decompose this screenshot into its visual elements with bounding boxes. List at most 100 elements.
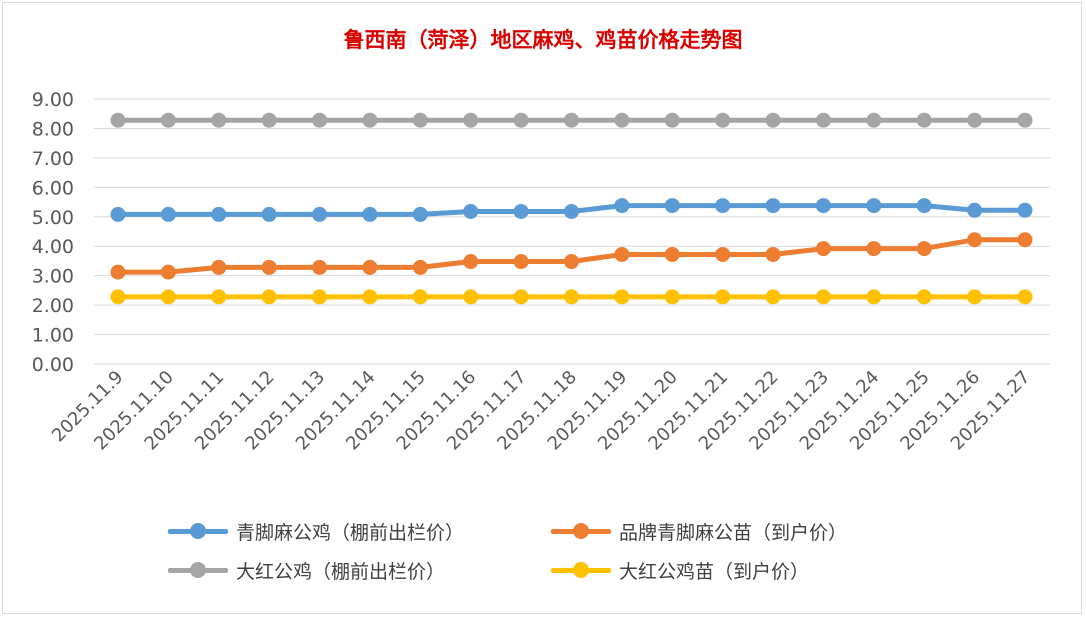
- data-point-series-2: [513, 254, 529, 270]
- data-point-series-3: [967, 112, 983, 128]
- data-point-series-4: [362, 289, 378, 305]
- data-point-series-4: [261, 289, 277, 305]
- legend-marker-series-1: [168, 518, 228, 544]
- data-point-series-4: [715, 289, 731, 305]
- data-point-series-2: [261, 259, 277, 275]
- data-point-series-3: [614, 112, 630, 128]
- legend-label-series-1: 青脚麻公鸡（棚前出栏价）: [236, 521, 465, 544]
- data-point-series-1: [261, 206, 277, 222]
- data-point-series-2: [463, 254, 479, 270]
- data-point-series-2: [110, 264, 126, 280]
- data-point-series-1: [715, 198, 731, 214]
- data-point-series-1: [160, 206, 176, 222]
- data-point-series-1: [664, 198, 680, 214]
- y-tick-label: 4.00: [32, 236, 74, 258]
- data-point-series-1: [463, 203, 479, 219]
- data-point-series-3: [866, 112, 882, 128]
- y-tick-label: 8.00: [32, 118, 74, 140]
- legend-item-series-1[interactable]: 青脚麻公鸡（棚前出栏价）: [168, 518, 464, 544]
- data-point-series-2: [412, 259, 428, 275]
- data-point-series-3: [412, 112, 428, 128]
- y-tick-label: 7.00: [32, 148, 74, 170]
- y-tick-label: 0.00: [32, 354, 74, 376]
- data-point-series-3: [664, 112, 680, 128]
- data-point-series-2: [564, 254, 579, 270]
- data-point-series-4: [211, 289, 227, 305]
- y-tick-label: 2.00: [32, 295, 74, 317]
- data-point-series-3: [916, 112, 932, 128]
- legend-label-series-2: 品牌青脚麻公苗（到户价）: [619, 521, 848, 544]
- data-point-series-1: [916, 198, 932, 214]
- data-point-series-2: [664, 246, 680, 262]
- data-point-series-1: [564, 203, 579, 219]
- data-point-series-4: [160, 289, 176, 305]
- y-tick-label: 9.00: [32, 89, 74, 111]
- legend-marker-series-2: [551, 518, 611, 544]
- chart-title: 鲁西南（菏泽）地区麻鸡、鸡苗价格走势图: [343, 27, 743, 52]
- data-point-series-4: [664, 289, 680, 305]
- data-point-series-2: [916, 241, 932, 257]
- y-tick-label: 1.00: [32, 325, 74, 347]
- legend-marker-series-4: [551, 557, 611, 583]
- data-point-series-3: [312, 112, 328, 128]
- data-point-series-2: [211, 259, 227, 275]
- data-point-series-3: [513, 112, 529, 128]
- legend-item-series-3[interactable]: 大红公鸡（棚前出栏价）: [168, 557, 445, 583]
- data-point-series-3: [463, 112, 479, 128]
- data-point-series-4: [815, 289, 831, 305]
- data-point-series-1: [815, 198, 831, 214]
- data-point-series-2: [765, 246, 781, 262]
- data-point-series-1: [513, 203, 529, 219]
- data-point-series-4: [614, 289, 630, 305]
- data-point-series-3: [110, 112, 126, 128]
- data-point-series-2: [312, 259, 328, 275]
- legend-label-series-4: 大红公鸡苗（到户价）: [619, 560, 810, 583]
- data-point-series-1: [362, 206, 378, 222]
- data-point-series-1: [412, 206, 428, 222]
- data-point-series-1: [765, 198, 781, 214]
- data-point-series-4: [412, 289, 428, 305]
- data-point-series-4: [916, 289, 932, 305]
- data-point-series-2: [614, 246, 630, 262]
- data-point-series-3: [1017, 112, 1033, 128]
- data-point-series-3: [211, 112, 227, 128]
- data-point-series-4: [564, 289, 579, 305]
- y-tick-label: 5.00: [32, 207, 74, 229]
- data-point-series-1: [312, 206, 328, 222]
- data-point-series-2: [715, 246, 731, 262]
- data-point-series-4: [312, 289, 328, 305]
- data-point-series-3: [815, 112, 831, 128]
- data-point-series-4: [1017, 289, 1033, 305]
- data-point-series-4: [765, 289, 781, 305]
- y-tick-label: 3.00: [32, 266, 74, 288]
- data-point-series-2: [160, 264, 176, 280]
- data-point-series-2: [967, 232, 983, 248]
- data-point-series-2: [362, 259, 378, 275]
- data-point-series-4: [463, 289, 479, 305]
- data-point-series-3: [715, 112, 731, 128]
- data-point-series-3: [564, 112, 579, 128]
- data-point-series-4: [967, 289, 983, 305]
- data-point-series-3: [765, 112, 781, 128]
- data-point-series-1: [866, 198, 882, 214]
- data-point-series-1: [211, 206, 227, 222]
- data-point-series-1: [967, 202, 983, 218]
- data-point-series-3: [160, 112, 176, 128]
- data-point-series-1: [614, 198, 630, 214]
- data-point-series-4: [866, 289, 882, 305]
- data-point-series-1: [110, 206, 126, 222]
- legend-item-series-4[interactable]: 大红公鸡苗（到户价）: [551, 557, 809, 583]
- data-point-series-4: [110, 289, 126, 305]
- data-point-series-1: [1017, 202, 1033, 218]
- legend-item-series-2[interactable]: 品牌青脚麻公苗（到户价）: [551, 518, 847, 544]
- y-tick-label: 6.00: [32, 177, 74, 199]
- data-point-series-3: [362, 112, 378, 128]
- legend-label-series-3: 大红公鸡（棚前出栏价）: [236, 560, 446, 583]
- data-point-series-4: [513, 289, 529, 305]
- data-point-series-2: [866, 241, 882, 257]
- data-point-series-2: [1017, 232, 1033, 248]
- data-point-series-3: [261, 112, 277, 128]
